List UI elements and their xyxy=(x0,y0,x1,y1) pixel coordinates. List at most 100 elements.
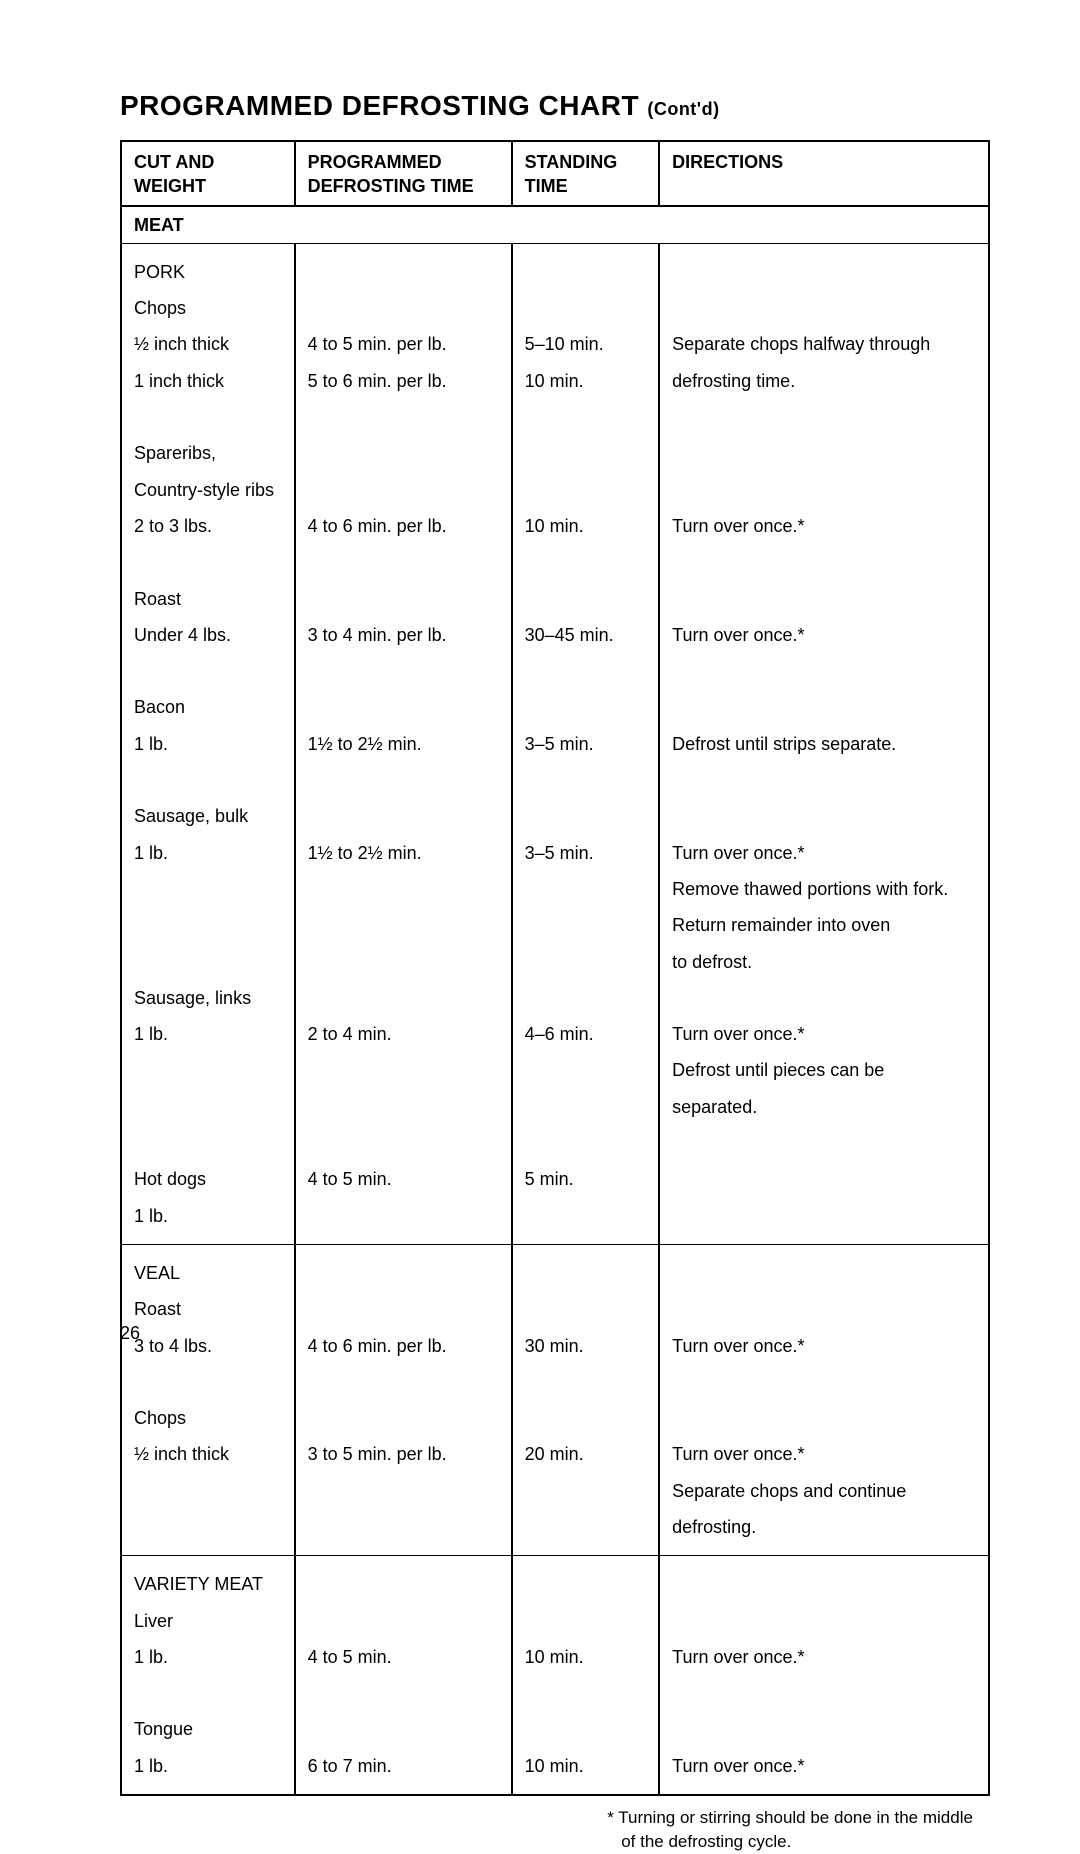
table-row: Spareribs, xyxy=(121,435,989,471)
col-standing-time: STANDING TIME xyxy=(512,141,660,206)
table-row: ½ inch thick 3 to 5 min. per lb. 20 min.… xyxy=(121,1436,989,1472)
standing-time: 3–5 min. xyxy=(512,726,660,762)
cut-weight: 1 inch thick xyxy=(121,363,295,399)
table-row: Roast xyxy=(121,1291,989,1327)
page: PROGRAMMED DEFROSTING CHART (Cont'd) CUT… xyxy=(0,0,1080,1399)
table-row: 2 to 3 lbs. 4 to 6 min. per lb. 10 min. … xyxy=(121,508,989,544)
standing-time: 4–6 min. xyxy=(512,1016,660,1052)
category-label: VEAL xyxy=(121,1244,295,1291)
table-row: VEAL xyxy=(121,1244,989,1291)
category-label: PORK xyxy=(121,243,295,290)
table-row: Chops xyxy=(121,1400,989,1436)
cut-label: Sausage, links xyxy=(121,980,295,1016)
standing-time: 10 min. xyxy=(512,1748,660,1795)
defrost-time: 4 to 5 min. xyxy=(295,1161,512,1197)
directions: defrosting. xyxy=(659,1509,989,1556)
cut-label: Liver xyxy=(121,1603,295,1639)
table-row: defrosting. xyxy=(121,1509,989,1556)
cut-label: Chops xyxy=(121,290,295,326)
defrost-time: 3 to 4 min. per lb. xyxy=(295,617,512,653)
section-meat: MEAT xyxy=(121,206,989,244)
cut-label: Tongue xyxy=(121,1711,295,1747)
directions: separated. xyxy=(659,1089,989,1125)
header-text: DEFROSTING TIME xyxy=(308,176,474,196)
table-row: 1 lb. xyxy=(121,1198,989,1245)
page-number: 26 xyxy=(120,1323,140,1344)
cut-label: Roast xyxy=(121,581,295,617)
spacer-row xyxy=(121,399,989,435)
cut-weight: 3 to 4 lbs. xyxy=(121,1328,295,1364)
standing-time: 30 min. xyxy=(512,1328,660,1364)
cut-weight: Under 4 lbs. xyxy=(121,617,295,653)
standing-time: 5–10 min. xyxy=(512,326,660,362)
group-veal: VEAL Roast 3 to 4 lbs. 4 to 6 min. per l… xyxy=(121,1244,989,1555)
section-row: MEAT xyxy=(121,206,989,244)
table-row: 1 lb. 1½ to 2½ min. 3–5 min. Turn over o… xyxy=(121,835,989,871)
table-row: Sausage, bulk xyxy=(121,798,989,834)
table-row: Tongue xyxy=(121,1711,989,1747)
cut-label: Country-style ribs xyxy=(121,472,295,508)
cut-weight: 1 lb. xyxy=(121,1639,295,1675)
spacer-row xyxy=(121,1125,989,1161)
cut-weight: 1 lb. xyxy=(121,1198,295,1245)
directions: defrosting time. xyxy=(659,363,989,399)
col-directions: DIRECTIONS xyxy=(659,141,989,206)
cut-label: Sausage, bulk xyxy=(121,798,295,834)
table-row: Remove thawed portions with fork. xyxy=(121,871,989,907)
spacer-row xyxy=(121,1675,989,1711)
defrost-time: 4 to 6 min. per lb. xyxy=(295,508,512,544)
directions: Turn over once.* xyxy=(659,617,989,653)
directions: Return remainder into oven xyxy=(659,907,989,943)
table-row: ½ inch thick 4 to 5 min. per lb. 5–10 mi… xyxy=(121,326,989,362)
standing-time: 5 min. xyxy=(512,1161,660,1197)
table-header: CUT AND WEIGHT PROGRAMMED DEFROSTING TIM… xyxy=(121,141,989,206)
cut-label: Hot dogs xyxy=(121,1161,295,1197)
col-defrost-time: PROGRAMMED DEFROSTING TIME xyxy=(295,141,512,206)
standing-time: 20 min. xyxy=(512,1436,660,1472)
table-row: Country-style ribs xyxy=(121,472,989,508)
defrost-time: 5 to 6 min. per lb. xyxy=(295,363,512,399)
table-row: Under 4 lbs. 3 to 4 min. per lb. 30–45 m… xyxy=(121,617,989,653)
defrost-time: 4 to 5 min. per lb. xyxy=(295,326,512,362)
directions: to defrost. xyxy=(659,944,989,980)
header-text: TIME xyxy=(525,176,568,196)
directions: Turn over once.* xyxy=(659,1436,989,1472)
table-row: PORK xyxy=(121,243,989,290)
table-row: Chops xyxy=(121,290,989,326)
defrost-time: 4 to 6 min. per lb. xyxy=(295,1328,512,1364)
directions: Remove thawed portions with fork. xyxy=(659,871,989,907)
standing-time: 3–5 min. xyxy=(512,835,660,871)
cut-weight: ½ inch thick xyxy=(121,1436,295,1472)
table-row: Liver xyxy=(121,1603,989,1639)
directions: Turn over once.* xyxy=(659,1639,989,1675)
cut-label: Spareribs, xyxy=(121,435,295,471)
directions: Turn over once.* xyxy=(659,1328,989,1364)
cut-weight: 1 lb. xyxy=(121,1016,295,1052)
standing-time: 10 min. xyxy=(512,1639,660,1675)
spacer-row xyxy=(121,653,989,689)
table-row: Sausage, links xyxy=(121,980,989,1016)
defrost-time: 3 to 5 min. per lb. xyxy=(295,1436,512,1472)
header-text: DIRECTIONS xyxy=(672,152,783,172)
category-label: VARIETY MEAT xyxy=(121,1556,295,1603)
defrost-time: 1½ to 2½ min. xyxy=(295,835,512,871)
table-row: 1 lb. 1½ to 2½ min. 3–5 min. Defrost unt… xyxy=(121,726,989,762)
defrost-time: 1½ to 2½ min. xyxy=(295,726,512,762)
footnote: * Turning or stirring should be done in … xyxy=(607,1806,990,1854)
defrost-time: 6 to 7 min. xyxy=(295,1748,512,1795)
standing-time: 10 min. xyxy=(512,508,660,544)
header-text: WEIGHT xyxy=(134,176,206,196)
defrost-table: CUT AND WEIGHT PROGRAMMED DEFROSTING TIM… xyxy=(120,140,990,1796)
header-text: CUT AND xyxy=(134,152,214,172)
group-pork: PORK Chops ½ inch thick 4 to 5 min. per … xyxy=(121,243,989,1244)
standing-time: 30–45 min. xyxy=(512,617,660,653)
table-row: 3 to 4 lbs. 4 to 6 min. per lb. 30 min. … xyxy=(121,1328,989,1364)
table-row: 1 lb. 4 to 5 min. 10 min. Turn over once… xyxy=(121,1639,989,1675)
table-row: Hot dogs 4 to 5 min. 5 min. xyxy=(121,1161,989,1197)
spacer-row xyxy=(121,544,989,580)
spacer-row xyxy=(121,762,989,798)
page-title: PROGRAMMED DEFROSTING CHART (Cont'd) xyxy=(120,90,990,122)
title-suffix: (Cont'd) xyxy=(647,99,719,119)
directions: Defrost until pieces can be xyxy=(659,1052,989,1088)
header-text: STANDING xyxy=(525,152,618,172)
